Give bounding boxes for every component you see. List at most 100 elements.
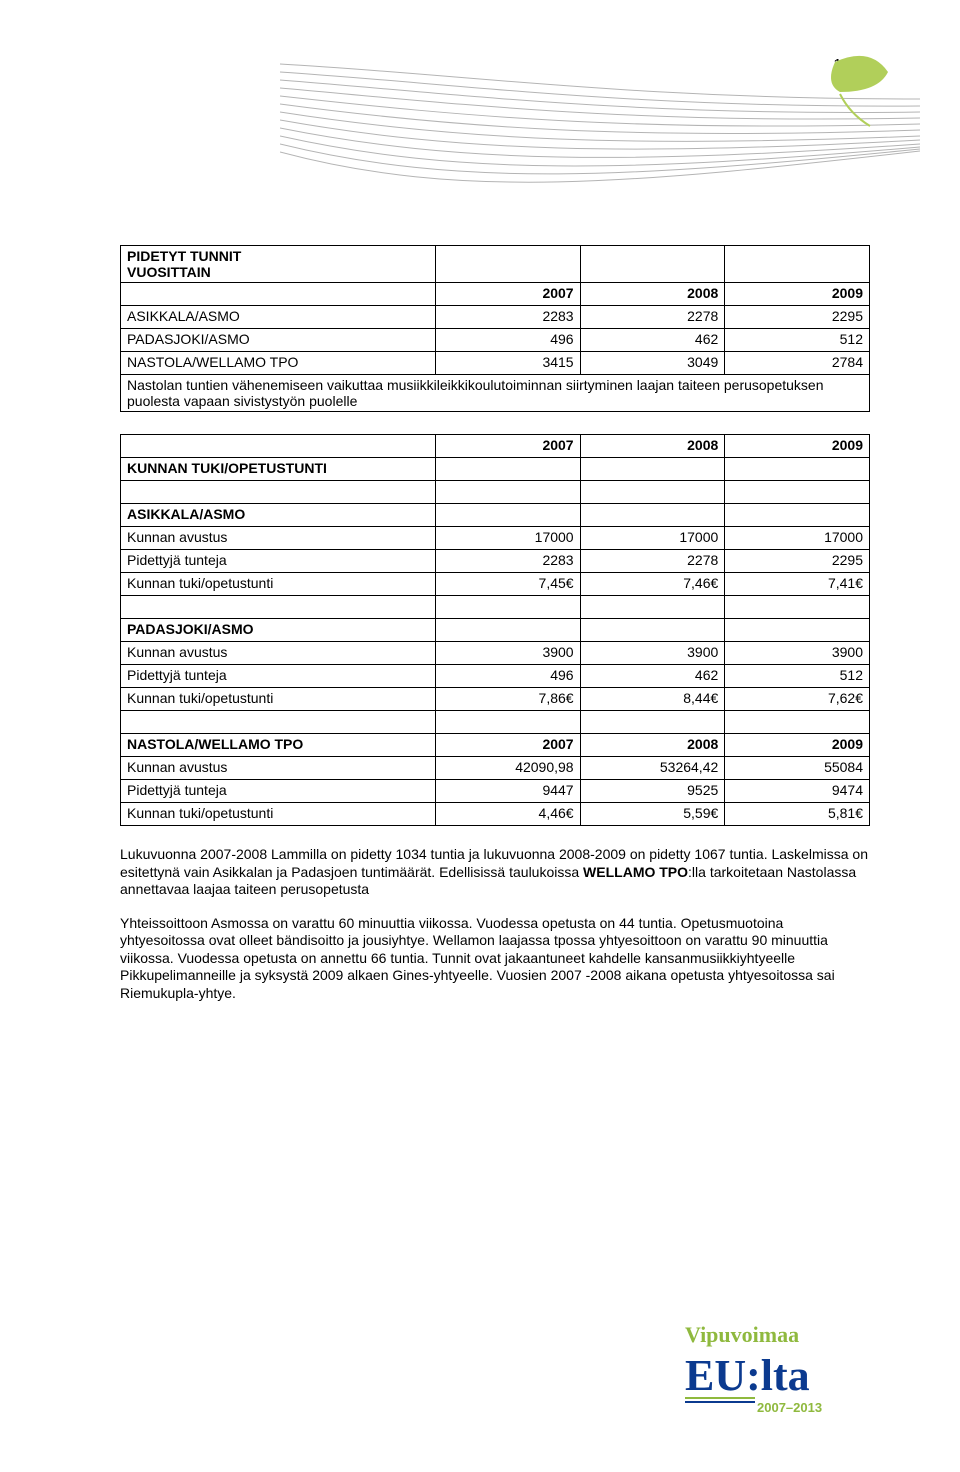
cell: 512 — [725, 329, 870, 352]
cell: 3900 — [580, 642, 725, 665]
cell: 17000 — [435, 527, 580, 550]
cell: 2283 — [435, 306, 580, 329]
cell: 2295 — [725, 306, 870, 329]
table-hours-per-year: PIDETYT TUNNITVUOSITTAIN 2007 2008 2009 … — [120, 245, 870, 412]
cell: 462 — [580, 665, 725, 688]
cell: 7,46€ — [580, 573, 725, 596]
table-title: PIDETYT TUNNIT — [127, 248, 241, 264]
footer-logo: Vipuvoimaa EU:lta 2007–2013 — [675, 1320, 865, 1430]
row-label: Kunnan tuki/opetustunti — [121, 573, 436, 596]
table-row: Kunnan tuki/opetustunti 4,46€ 5,59€ 5,81… — [121, 803, 870, 826]
cell: 2283 — [435, 550, 580, 573]
decorative-lines — [280, 44, 920, 234]
col-year: 2009 — [725, 734, 870, 757]
table-row: Kunnan tuki/opetustunti 7,86€ 8,44€ 7,62… — [121, 688, 870, 711]
table-row: 2007 2008 2009 — [121, 283, 870, 306]
section-title: ASIKKALA/ASMO — [121, 504, 436, 527]
cell: 3900 — [435, 642, 580, 665]
table-row: Pidettyjä tunteja 9447 9525 9474 — [121, 780, 870, 803]
cell: 55084 — [725, 757, 870, 780]
table-row: ASIKKALA/ASMO 2283 2278 2295 — [121, 306, 870, 329]
content: PIDETYT TUNNITVUOSITTAIN 2007 2008 2009 … — [120, 245, 870, 1002]
row-label: PADASJOKI/ASMO — [121, 329, 436, 352]
table-row: KUNNAN TUKI/OPETUSTUNTI — [121, 458, 870, 481]
table-row: Kunnan avustus 3900 3900 3900 — [121, 642, 870, 665]
logo-line1: Vipuvoimaa — [685, 1322, 799, 1347]
cell: 496 — [435, 665, 580, 688]
col-year: 2007 — [435, 734, 580, 757]
cell: 9474 — [725, 780, 870, 803]
cell: 8,44€ — [580, 688, 725, 711]
cell: 5,81€ — [725, 803, 870, 826]
row-label: Pidettyjä tunteja — [121, 665, 436, 688]
cell: 3900 — [725, 642, 870, 665]
col-year: 2009 — [725, 435, 870, 458]
table-note: Nastolan tuntien vähenemiseen vaikuttaa … — [121, 375, 870, 412]
cell: 9525 — [580, 780, 725, 803]
cell: 512 — [725, 665, 870, 688]
table-municipal-support: 2007 2008 2009 KUNNAN TUKI/OPETUSTUNTI A… — [120, 434, 870, 826]
row-label: Kunnan tuki/opetustunti — [121, 803, 436, 826]
col-year: 2007 — [435, 435, 580, 458]
logo-line2: EU:lta — [685, 1351, 810, 1400]
table-row: Pidettyjä tunteja 2283 2278 2295 — [121, 550, 870, 573]
row-label: Pidettyjä tunteja — [121, 550, 436, 573]
table-row: PADASJOKI/ASMO 496 462 512 — [121, 329, 870, 352]
col-year: 2008 — [580, 734, 725, 757]
row-label: Kunnan tuki/opetustunti — [121, 688, 436, 711]
cell: 2278 — [580, 550, 725, 573]
section-title: PADASJOKI/ASMO — [121, 619, 436, 642]
table-row: NASTOLA/WELLAMO TPO 3415 3049 2784 — [121, 352, 870, 375]
cell: 462 — [580, 329, 725, 352]
cell: 2784 — [725, 352, 870, 375]
table-row: ASIKKALA/ASMO — [121, 504, 870, 527]
table-row — [121, 596, 870, 619]
paragraph: Yhteissoittoon Asmossa on varattu 60 min… — [120, 915, 870, 1003]
cell: 17000 — [580, 527, 725, 550]
col-year: 2008 — [580, 283, 725, 306]
text-bold: WELLAMO TPO — [583, 864, 688, 880]
section-title: NASTOLA/WELLAMO TPO — [121, 734, 436, 757]
table-row: PIDETYT TUNNITVUOSITTAIN — [121, 246, 870, 283]
row-label: ASIKKALA/ASMO — [121, 306, 436, 329]
table-row: Nastolan tuntien vähenemiseen vaikuttaa … — [121, 375, 870, 412]
section-title: KUNNAN TUKI/OPETUSTUNTI — [121, 458, 436, 481]
col-year: 2009 — [725, 283, 870, 306]
cell: 4,46€ — [435, 803, 580, 826]
cell: 42090,98 — [435, 757, 580, 780]
page-number: 10 — [833, 56, 850, 73]
row-label: Kunnan avustus — [121, 757, 436, 780]
table-title: VUOSITTAIN — [127, 264, 211, 280]
table-row: PADASJOKI/ASMO — [121, 619, 870, 642]
paragraph: Lukuvuonna 2007-2008 Lammilla on pidetty… — [120, 846, 870, 899]
cell: 3415 — [435, 352, 580, 375]
row-label: Kunnan avustus — [121, 527, 436, 550]
table-row — [121, 481, 870, 504]
row-label: NASTOLA/WELLAMO TPO — [121, 352, 436, 375]
table-row: Pidettyjä tunteja 496 462 512 — [121, 665, 870, 688]
cell: 7,41€ — [725, 573, 870, 596]
table-row — [121, 711, 870, 734]
col-year: 2007 — [435, 283, 580, 306]
cell: 7,86€ — [435, 688, 580, 711]
table-row: NASTOLA/WELLAMO TPO 2007 2008 2009 — [121, 734, 870, 757]
body-text: Lukuvuonna 2007-2008 Lammilla on pidetty… — [120, 846, 870, 1002]
cell: 7,62€ — [725, 688, 870, 711]
table-row: Kunnan avustus 42090,98 53264,42 55084 — [121, 757, 870, 780]
cell: 9447 — [435, 780, 580, 803]
cell: 17000 — [725, 527, 870, 550]
row-label: Kunnan avustus — [121, 642, 436, 665]
cell: 3049 — [580, 352, 725, 375]
table-row: 2007 2008 2009 — [121, 435, 870, 458]
cell: 7,45€ — [435, 573, 580, 596]
page: 10 PIDETYT TUNNITVUOSITTAIN — [0, 0, 960, 1472]
logo-sub: 2007–2013 — [757, 1400, 822, 1415]
cell: 5,59€ — [580, 803, 725, 826]
cell: 2295 — [725, 550, 870, 573]
cell: 496 — [435, 329, 580, 352]
cell: 2278 — [580, 306, 725, 329]
table-row: Kunnan tuki/opetustunti 7,45€ 7,46€ 7,41… — [121, 573, 870, 596]
col-year: 2008 — [580, 435, 725, 458]
cell: 53264,42 — [580, 757, 725, 780]
row-label: Pidettyjä tunteja — [121, 780, 436, 803]
